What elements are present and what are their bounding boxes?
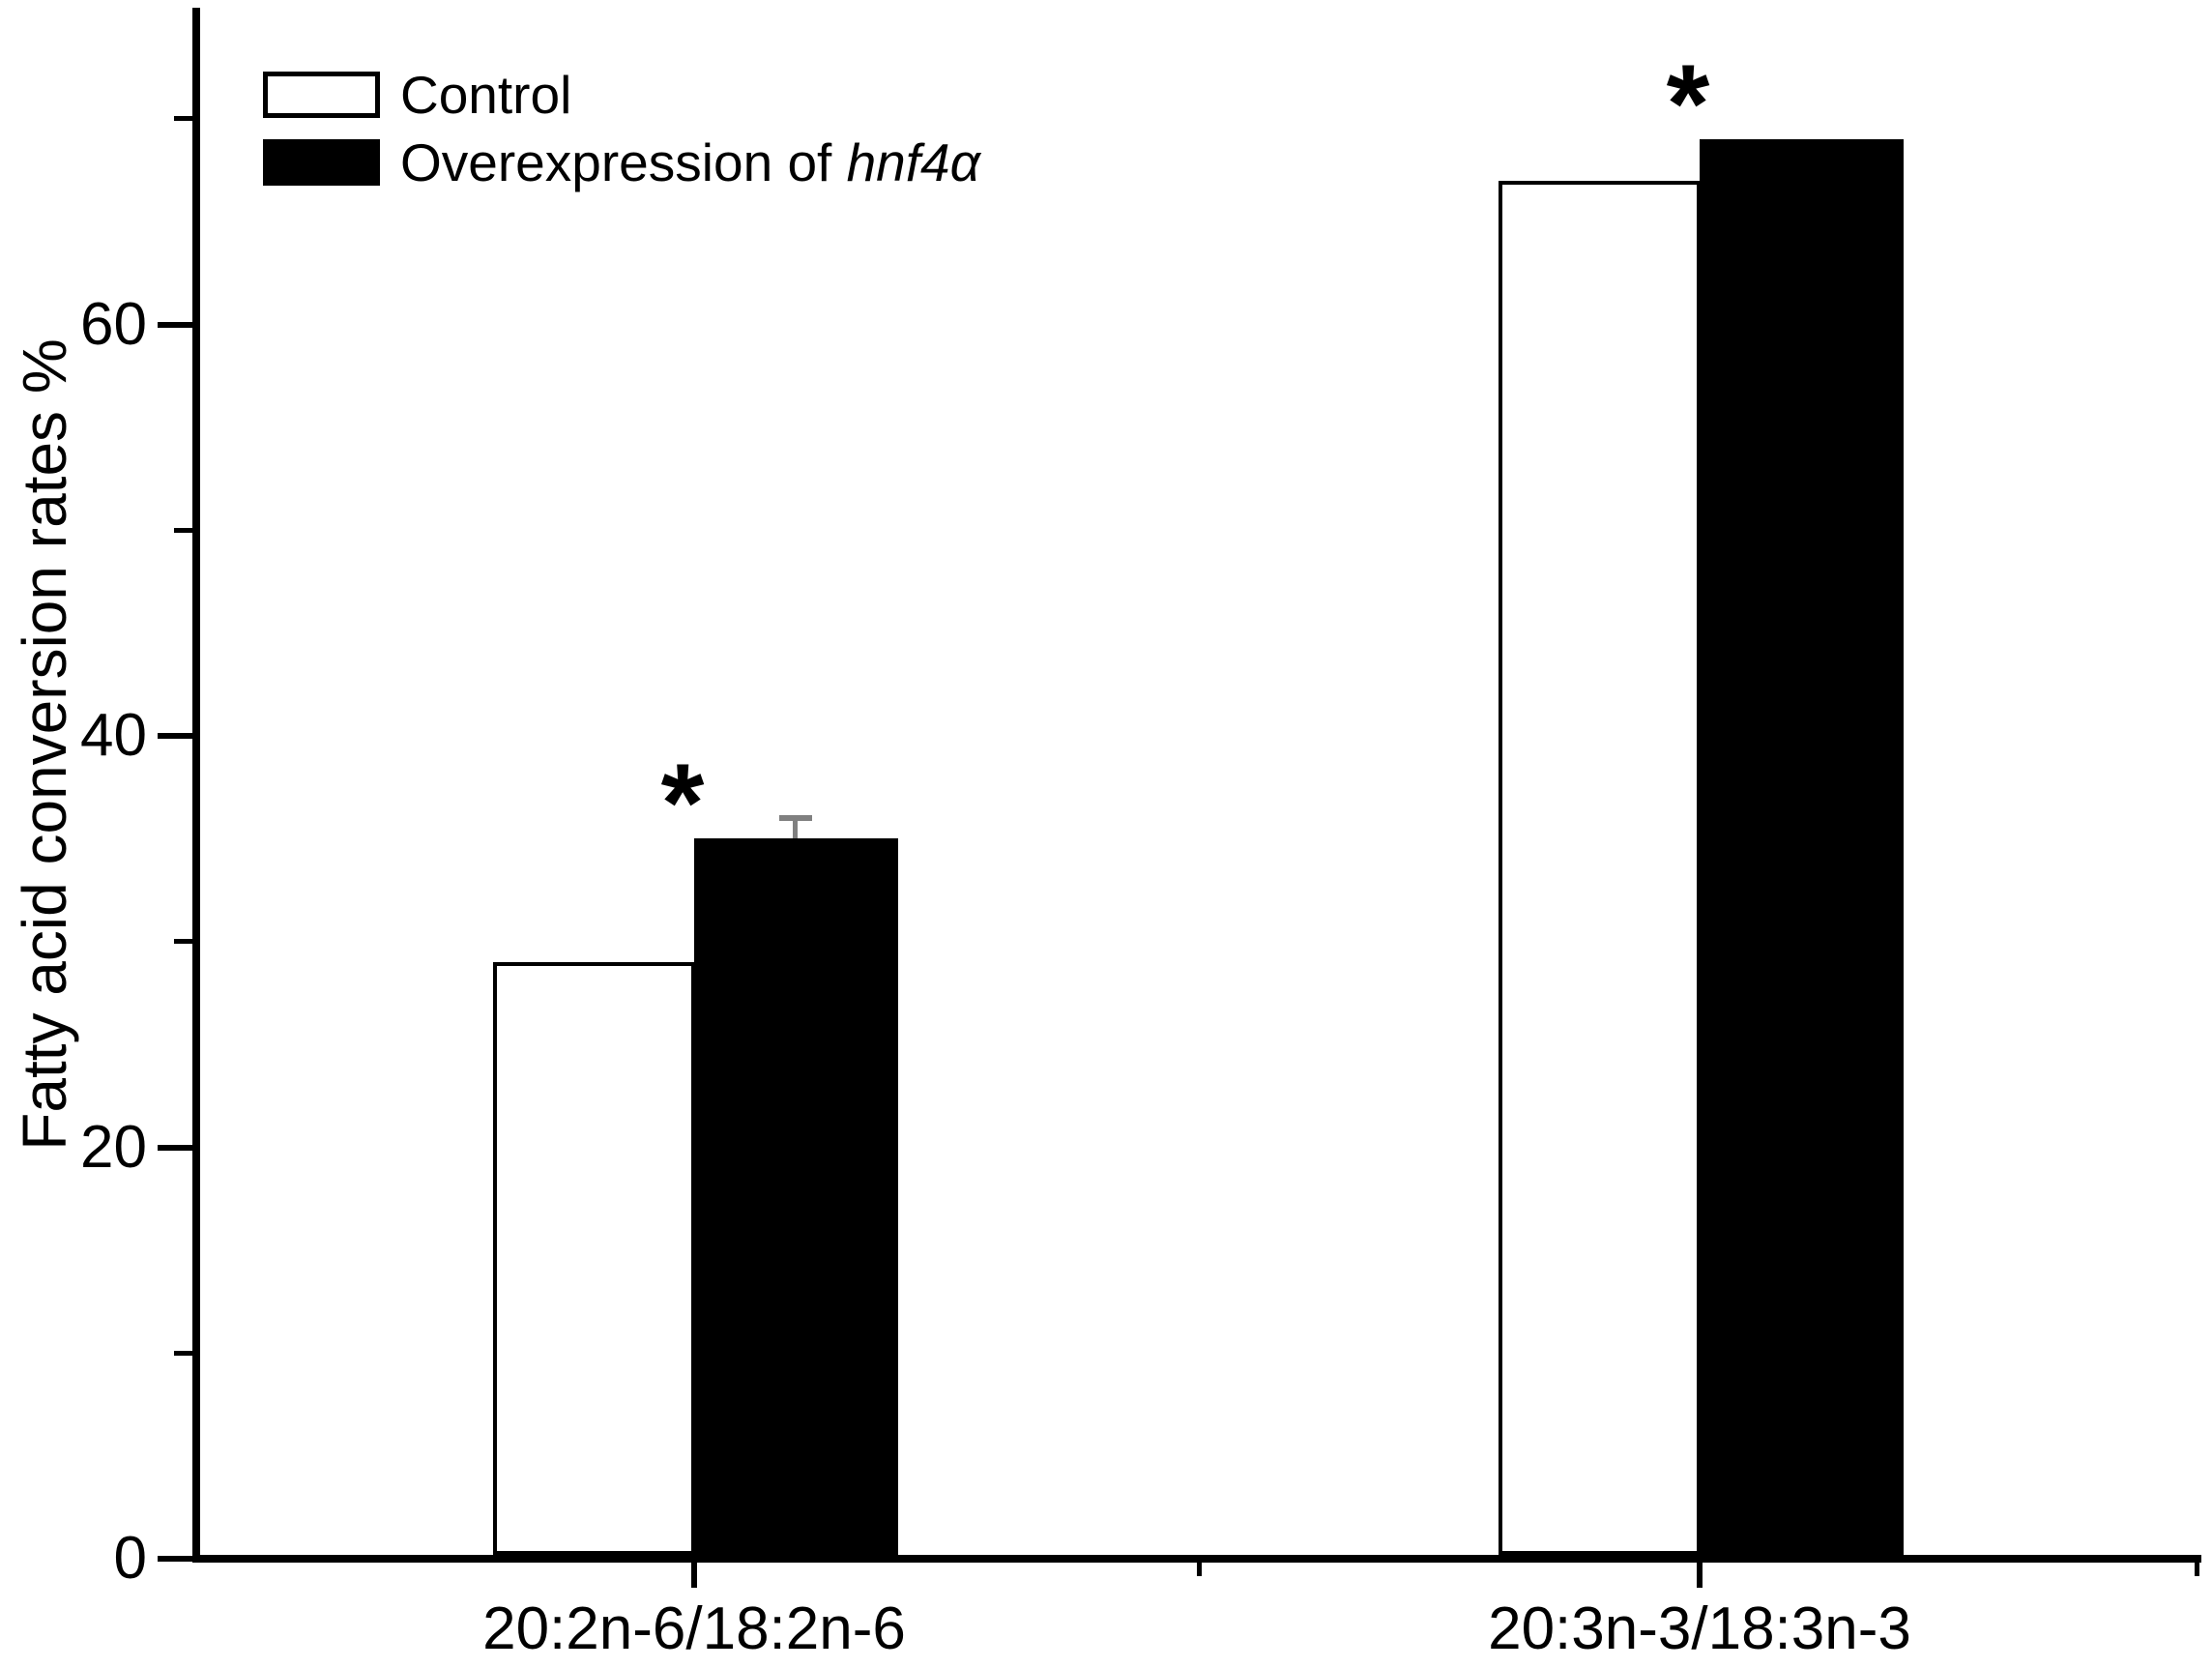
y-tick-label: 60 [80, 290, 147, 358]
x-axis-line [192, 1555, 2201, 1563]
legend-label-hnf4a-prefix: Overexpression of [400, 132, 847, 192]
y-minor-tick [174, 527, 192, 533]
y-major-tick [158, 1144, 192, 1151]
legend-swatch-control [263, 72, 380, 118]
x-major-tick [1697, 1563, 1703, 1588]
legend-item-control: Control [263, 64, 980, 125]
x-tick-label-group1: 20:2n-6/18:2n-6 [482, 1595, 906, 1662]
x-major-tick [691, 1563, 697, 1588]
legend-swatch-hnf4a [263, 139, 380, 186]
y-minor-tick [174, 116, 192, 122]
y-tick-label: 0 [113, 1525, 147, 1592]
y-tick-label: 20 [80, 1113, 147, 1181]
y-major-tick [158, 1556, 192, 1562]
error-bar-stem [793, 818, 798, 839]
x-minor-tick [2194, 1563, 2199, 1576]
y-axis-line [192, 8, 200, 1563]
significance-asterisk-group2: * [1666, 43, 1710, 167]
y-tick-label: 40 [80, 702, 147, 769]
y-minor-tick [174, 939, 192, 945]
legend: Control Overexpression of hnf4α [263, 64, 980, 206]
legend-label-control: Control [400, 64, 572, 125]
y-minor-tick [174, 1350, 192, 1356]
legend-item-hnf4a: Overexpression of hnf4α [263, 135, 980, 190]
legend-label-hnf4a: Overexpression of hnf4α [400, 135, 980, 190]
y-major-tick [158, 321, 192, 328]
significance-asterisk-group1: * [660, 742, 705, 866]
legend-label-hnf4a-gene: hnf4α [846, 132, 981, 192]
bar-overexpression-group1 [694, 838, 898, 1555]
bar-control-group2 [1499, 180, 1701, 1555]
x-minor-tick [1196, 1563, 1202, 1576]
x-tick-label-group2: 20:3n-3/18:3n-3 [1488, 1595, 1911, 1662]
y-major-tick [158, 733, 192, 739]
bar-control-group1 [493, 962, 695, 1555]
bar-overexpression-group2 [1700, 139, 1904, 1555]
error-bar-cap [778, 815, 812, 822]
